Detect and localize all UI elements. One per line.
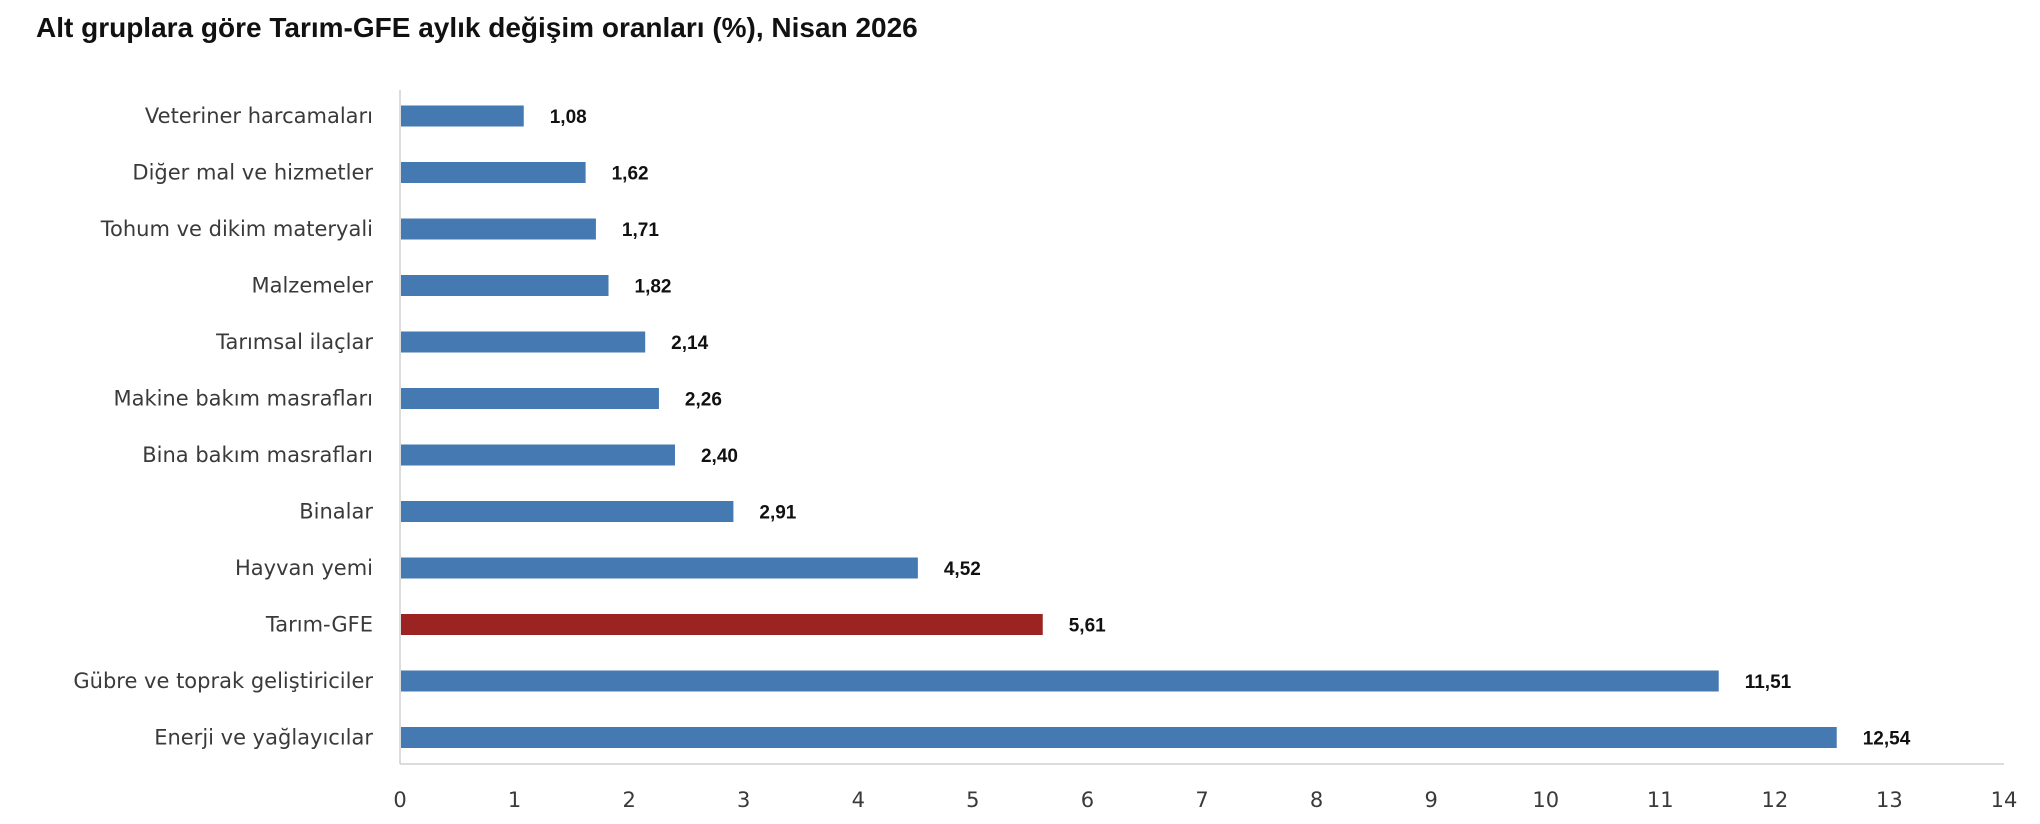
x-tick-label: 0 [393, 788, 406, 812]
data-label: 2,40 [701, 446, 738, 467]
bar [401, 557, 918, 579]
category-label: Malzemeler [251, 274, 373, 298]
value-labels: 1,08 1,62 1,71 1,82 2,14 2,26 2,40 2,91 4,52 5,61… [550, 107, 1911, 750]
x-tick-label: 3 [737, 788, 750, 812]
bar [401, 331, 646, 353]
x-tick-label: 11 [1647, 788, 1674, 812]
bar [401, 727, 1837, 748]
x-tick-label: 13 [1876, 788, 1903, 812]
chart-title: Alt gruplara göre Tarım-GFE aylık değişi… [36, 12, 918, 43]
x-tick-label: 8 [1310, 788, 1323, 812]
x-tick-label: 10 [1532, 788, 1559, 812]
data-label: 4,52 [944, 559, 981, 580]
x-tick-label: 7 [1195, 788, 1208, 812]
x-tick-label: 6 [1081, 788, 1094, 812]
x-tick-label: 4 [852, 788, 865, 812]
bar [401, 670, 1719, 692]
category-label: Bina bakım masrafları [142, 443, 373, 467]
category-labels: Veteriner harcamaları Diğer mal ve hizmet… [73, 104, 373, 750]
bar [401, 218, 596, 240]
data-label: 2,26 [685, 390, 722, 411]
bars-layer [401, 105, 1837, 748]
data-label: 1,08 [550, 107, 587, 128]
category-label: Hayvan yemi [235, 556, 373, 580]
x-tick-label: 12 [1761, 788, 1788, 812]
data-label: 1,82 [635, 277, 672, 298]
category-label: Tarım-GFE [265, 613, 373, 637]
category-label: Enerji ve yağlayıcılar [154, 726, 373, 750]
category-label: Veteriner harcamaları [145, 104, 373, 128]
category-label: Binalar [299, 500, 373, 524]
x-tick-label: 1 [508, 788, 521, 812]
data-label: 12,54 [1863, 729, 1911, 750]
x-tick-label: 14 [1991, 788, 2018, 812]
bar [401, 444, 675, 466]
bar [401, 162, 586, 183]
bar [401, 388, 659, 409]
bar [401, 614, 1043, 635]
category-label: Gübre ve toprak geliştiriciler [73, 669, 373, 693]
category-label: Diğer mal ve hizmetler [132, 161, 373, 185]
bar [401, 105, 524, 127]
data-label: 2,91 [759, 503, 796, 524]
data-label: 1,71 [622, 220, 659, 241]
data-label: 2,14 [671, 333, 708, 354]
data-label: 1,62 [612, 164, 649, 185]
x-axis: 0 1 2 3 4 5 6 7 8 9 10 11 12 13 14 [393, 90, 2017, 812]
bar [401, 501, 734, 522]
x-tick-label: 9 [1424, 788, 1437, 812]
x-tick-label: 5 [966, 788, 979, 812]
category-label: Tohum ve dikim materyali [100, 217, 373, 241]
category-label: Makine bakım masrafları [113, 387, 373, 411]
bar [401, 275, 609, 296]
data-label: 11,51 [1745, 672, 1792, 693]
x-tick-label: 2 [622, 788, 635, 812]
category-label: Tarımsal ilaçlar [215, 330, 373, 354]
data-label: 5,61 [1069, 616, 1106, 637]
